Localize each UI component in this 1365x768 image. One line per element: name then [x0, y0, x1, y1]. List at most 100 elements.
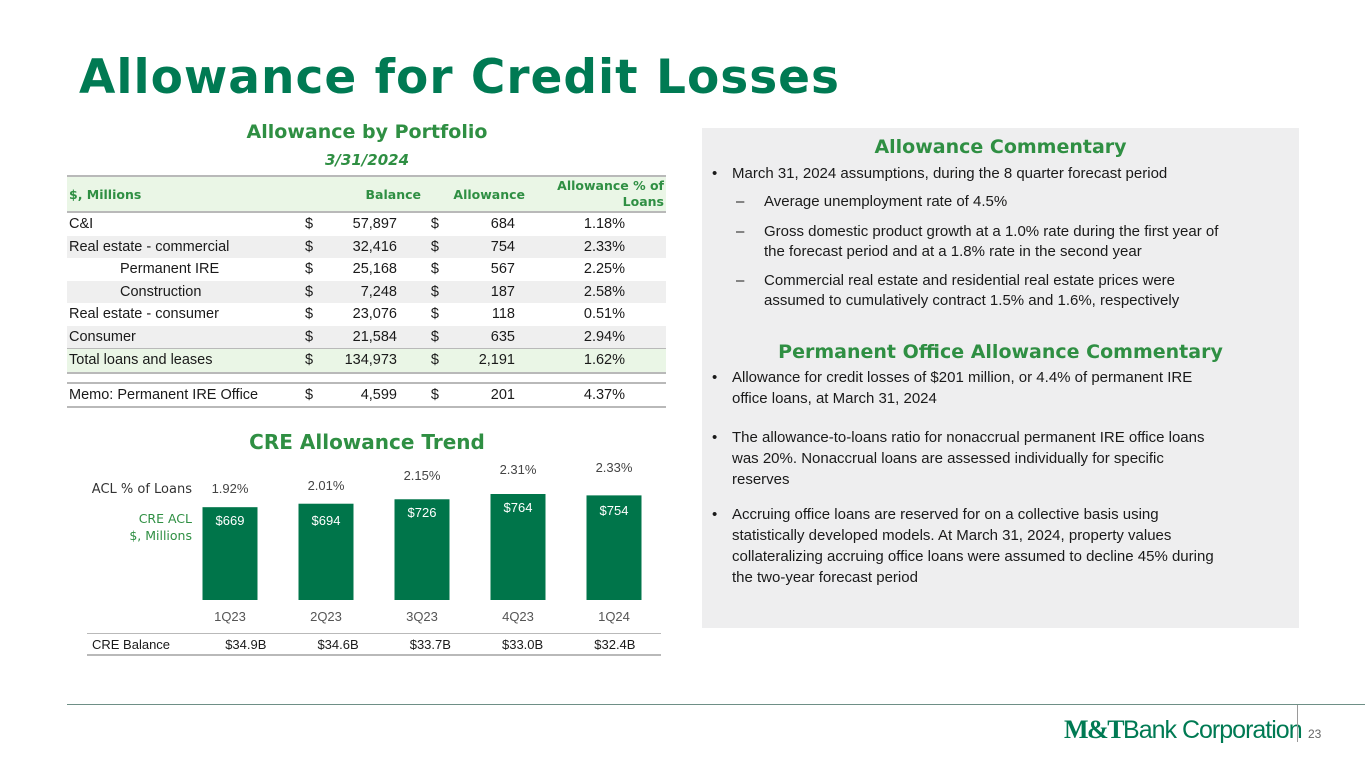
row-allowance-currency: $ [430, 306, 439, 323]
row-balance: 57,897 [352, 216, 397, 233]
row-label: Total loans and leases [69, 352, 213, 369]
dash-icon: – [736, 272, 745, 289]
cre-category-label: 1Q24 [598, 609, 630, 624]
dash-icon: – [736, 193, 745, 210]
row-allowance-currency: $ [430, 261, 439, 278]
row-balance-currency: $ [305, 261, 314, 278]
row-label: Real estate - consumer [69, 306, 219, 323]
cre-bar [394, 499, 450, 600]
table-row: Memo: Permanent IRE Office $4,599 $201 4.37… [67, 381, 666, 408]
table-row: Real estate - commercial $32,416 $754 2.33% [67, 235, 666, 258]
row-allowance-currency: $ [430, 238, 439, 255]
dash-icon: – [736, 223, 745, 240]
row-pct: 2.94% [583, 328, 625, 345]
cre-balance-row: CRE Balance $34.9B $34.6B $33.7B $33.0B … [87, 633, 661, 656]
row-allowance: 118 [491, 306, 515, 323]
bullet-icon: • [712, 429, 718, 446]
page-title: Allowance for Credit Losses [79, 50, 841, 105]
row-allowance: 567 [490, 261, 515, 278]
row-balance: 134,973 [344, 352, 397, 369]
cre-balance-1q24: $32.4B [594, 636, 636, 652]
table-row: Permanent IRE $25,168 $567 2.25% [67, 258, 666, 281]
cre-bar [586, 495, 642, 600]
row-label: Permanent IRE [120, 261, 220, 278]
table-row: C&I $57,897 $684 1.18% [67, 213, 666, 236]
bullet-icon: • [712, 369, 718, 386]
cre-bar [202, 507, 258, 600]
table-row: Real estate - consumer $23,076 $118 0.51% [67, 303, 666, 326]
row-allowance: 754 [490, 238, 515, 255]
cre-bar-value-label: $694 [312, 513, 341, 528]
cre-pct-label: 2.31% [500, 462, 537, 477]
table-body: C&I $57,897 $684 1.18% Real estate - commerc… [67, 213, 666, 408]
row-allowance-currency: $ [430, 283, 439, 300]
cre-pct-label: 1.92% [212, 481, 249, 496]
cre-balance-label: CRE Balance [92, 636, 171, 652]
row-balance-currency: $ [305, 306, 314, 323]
row-balance-currency: $ [305, 283, 314, 300]
row-label: C&I [69, 216, 94, 233]
row-balance: 4,599 [360, 386, 397, 403]
row-allowance-currency: $ [430, 328, 439, 345]
cre-category-label: 3Q23 [406, 609, 438, 624]
cre-category-label: 1Q23 [214, 609, 246, 624]
row-label: Real estate - commercial [69, 238, 230, 255]
bullet-icon: • [712, 506, 718, 523]
row-allowance: 187 [490, 283, 515, 300]
row-pct: 2.25% [583, 261, 625, 278]
row-balance: 21,584 [352, 328, 397, 345]
portfolio-title: Allowance by Portfolio [246, 121, 488, 143]
cre-bar [490, 494, 546, 600]
row-label: Memo: Permanent IRE Office [69, 386, 259, 403]
header-allowance: Allowance [453, 186, 525, 202]
cre-balance-2q23: $34.6B [317, 636, 359, 652]
bullet-icon: • [712, 165, 718, 182]
row-allowance-currency: $ [430, 386, 439, 403]
portfolio-table: $, Millions Balance Allowance Allowance … [67, 175, 666, 408]
cre-bar-value-label: $754 [600, 503, 629, 518]
header-pct: Allowance % of Loans [557, 178, 664, 209]
row-balance: 7,248 [360, 283, 397, 300]
page-number: 23 [1308, 727, 1322, 741]
row-allowance-currency: $ [430, 352, 439, 369]
table-row: Construction $7,248 $187 2.58% [67, 280, 666, 303]
row-pct: 1.18% [583, 216, 625, 233]
portfolio-date: 3/31/2024 [324, 151, 410, 169]
row-pct: 1.62% [583, 352, 625, 369]
row-pct: 4.37% [583, 386, 625, 403]
cre-balance-3q23: $33.7B [409, 636, 451, 652]
office-commentary-title: Permanent Office Allowance Commentary [778, 341, 1223, 363]
row-balance-currency: $ [305, 386, 314, 403]
row-balance: 25,168 [352, 261, 397, 278]
cre-balance-4q23: $33.0B [501, 636, 544, 652]
table-row: Total loans and leases $134,973 $2,191 1.62… [67, 348, 666, 374]
row-label: Consumer [69, 328, 136, 345]
row-allowance: 2,191 [478, 352, 515, 369]
row-balance: 32,416 [352, 238, 397, 255]
commentary-panel: Allowance Commentary • March 31, 2024 as… [702, 128, 1299, 628]
row-balance-currency: $ [305, 216, 314, 233]
pct-row-label: ACL % of Loans [92, 482, 192, 497]
footer-divider [67, 704, 1365, 705]
commentary-title: Allowance Commentary [874, 136, 1127, 158]
row-allowance: 201 [490, 386, 515, 403]
table-header: $, Millions Balance Allowance Allowance … [67, 175, 666, 213]
cre-balance-1q23: $34.9B [225, 636, 267, 652]
cre-pct-label: 2.01% [308, 478, 345, 493]
row-label: Construction [120, 283, 202, 300]
logo-separator [1297, 705, 1298, 742]
table-row: Consumer $21,584 $635 2.94% [67, 325, 666, 348]
header-balance: Balance [365, 186, 421, 202]
cre-chart: ACL % of Loans CRE ACL $, Millions $669 1.92… [92, 460, 642, 624]
cre-bar-value-label: $764 [504, 500, 533, 515]
row-balance-currency: $ [305, 352, 314, 369]
row-balance: 23,076 [352, 306, 397, 323]
mt-bank-logo: M&TBank Corporation [1064, 715, 1303, 744]
row-pct: 2.58% [583, 283, 625, 300]
acl-row-label-line1: CRE ACL [139, 511, 192, 526]
header-label: $, Millions [69, 186, 142, 202]
cre-title: CRE Allowance Trend [249, 430, 485, 454]
cre-bar-value-label: $726 [408, 505, 437, 520]
row-balance-currency: $ [305, 238, 314, 255]
row-pct: 2.33% [583, 238, 625, 255]
